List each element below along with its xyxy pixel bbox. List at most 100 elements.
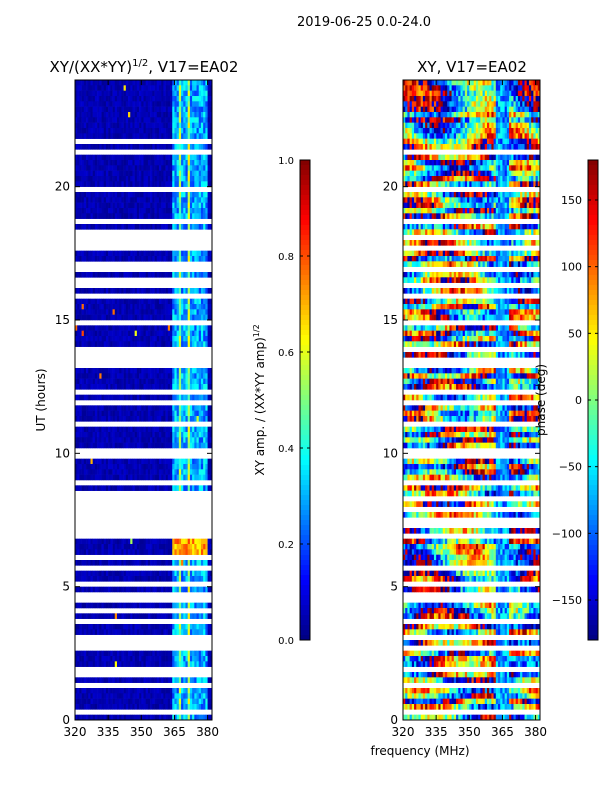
amp-cell bbox=[82, 208, 85, 214]
amp-cell bbox=[152, 181, 155, 187]
amp-cell bbox=[115, 112, 118, 118]
amp-cell bbox=[102, 101, 105, 107]
amp-cell bbox=[124, 85, 127, 91]
amp-cell bbox=[82, 197, 85, 203]
amp-cell bbox=[199, 112, 202, 118]
amp-cell bbox=[102, 368, 105, 374]
amp-cell bbox=[155, 571, 158, 577]
amp-cell bbox=[86, 309, 89, 315]
amp-cell bbox=[194, 80, 197, 86]
amp-cell bbox=[97, 203, 100, 209]
amp-cell bbox=[166, 304, 169, 310]
amp-cell bbox=[139, 416, 142, 422]
amp-cell bbox=[159, 112, 162, 118]
amp-cell bbox=[106, 699, 109, 705]
amp-cell bbox=[121, 405, 124, 411]
amp-cell bbox=[188, 475, 191, 481]
amp-cell bbox=[121, 437, 124, 443]
colorbar-band bbox=[300, 540, 310, 545]
amp-cell bbox=[117, 603, 120, 609]
amp-cell bbox=[110, 715, 113, 721]
amp-cell bbox=[115, 96, 118, 102]
amp-cell bbox=[199, 539, 202, 545]
amp-cell bbox=[177, 688, 180, 694]
amp-cell bbox=[197, 661, 200, 667]
amp-cell bbox=[139, 123, 142, 129]
amp-cell bbox=[90, 213, 93, 219]
amp-cell bbox=[119, 475, 122, 481]
amp-cell bbox=[102, 373, 107, 379]
amp-cell bbox=[190, 224, 193, 230]
amp-cell bbox=[108, 160, 111, 166]
amp-cell bbox=[181, 224, 184, 230]
amp-cell bbox=[77, 677, 80, 683]
amp-cell bbox=[157, 144, 160, 150]
colorbar-band bbox=[300, 425, 310, 430]
amp-cell bbox=[188, 437, 191, 443]
amp-cell bbox=[141, 427, 144, 433]
phase-cell bbox=[449, 85, 452, 91]
amp-cell bbox=[199, 603, 202, 609]
colorbar-tick-label: 0.4 bbox=[278, 444, 294, 455]
amp-cell bbox=[192, 459, 195, 465]
amp-cell bbox=[82, 256, 85, 262]
amp-cell bbox=[104, 405, 107, 411]
amp-cell bbox=[166, 299, 169, 305]
amp-cell bbox=[150, 384, 153, 390]
colorbar-band bbox=[300, 595, 310, 600]
amp-cell bbox=[106, 85, 109, 91]
amp-cell bbox=[119, 459, 122, 465]
amp-cell bbox=[128, 469, 131, 475]
amp-cell bbox=[190, 101, 193, 107]
amp-cell bbox=[174, 443, 177, 449]
amp-cell bbox=[86, 171, 89, 177]
amp-cell bbox=[137, 309, 140, 315]
amp-cell bbox=[113, 85, 116, 91]
amp-cell bbox=[159, 208, 162, 214]
amp-cell bbox=[119, 117, 122, 123]
amp-cell bbox=[137, 251, 140, 257]
amp-cell bbox=[203, 325, 206, 331]
phase-cell bbox=[511, 96, 514, 102]
amp-cell bbox=[172, 171, 175, 177]
amp-cell bbox=[93, 379, 96, 385]
amp-cell bbox=[159, 213, 162, 219]
amp-cell bbox=[121, 197, 124, 203]
phase-cell bbox=[430, 96, 433, 102]
amp-cell bbox=[99, 629, 102, 635]
amp-cell bbox=[128, 117, 131, 123]
amp-cell bbox=[144, 112, 147, 118]
amp-cell bbox=[126, 256, 129, 262]
amp-cell bbox=[117, 539, 120, 545]
amp-cell bbox=[119, 203, 122, 209]
amp-cell bbox=[77, 416, 80, 422]
amp-cell bbox=[115, 192, 118, 198]
amp-cell bbox=[113, 704, 116, 710]
amp-cell bbox=[99, 309, 102, 315]
amp-cell bbox=[141, 437, 144, 443]
amp-cell bbox=[144, 155, 147, 161]
amp-cell bbox=[117, 112, 120, 118]
amp-cell bbox=[194, 192, 197, 198]
amp-cell bbox=[166, 165, 169, 171]
amp-cell bbox=[192, 192, 195, 198]
amp-cell bbox=[119, 587, 122, 593]
amp-cell bbox=[159, 299, 162, 305]
amp-cell bbox=[174, 373, 177, 379]
amp-cell bbox=[190, 427, 193, 433]
phase-cell bbox=[432, 101, 435, 107]
amp-cell bbox=[155, 203, 158, 209]
amp-cell bbox=[163, 437, 166, 443]
amp-cell bbox=[117, 192, 120, 198]
phase-cell bbox=[416, 91, 419, 97]
amp-cell bbox=[201, 704, 204, 710]
amp-cell bbox=[194, 485, 197, 491]
amp-cell bbox=[93, 91, 96, 97]
amp-cell bbox=[124, 128, 127, 134]
amp-cell bbox=[148, 213, 151, 219]
amp-cell bbox=[181, 91, 184, 97]
amp-cell bbox=[157, 464, 160, 470]
amp-cell bbox=[194, 715, 197, 721]
amp-cell bbox=[159, 715, 162, 721]
amp-cell bbox=[152, 539, 157, 545]
